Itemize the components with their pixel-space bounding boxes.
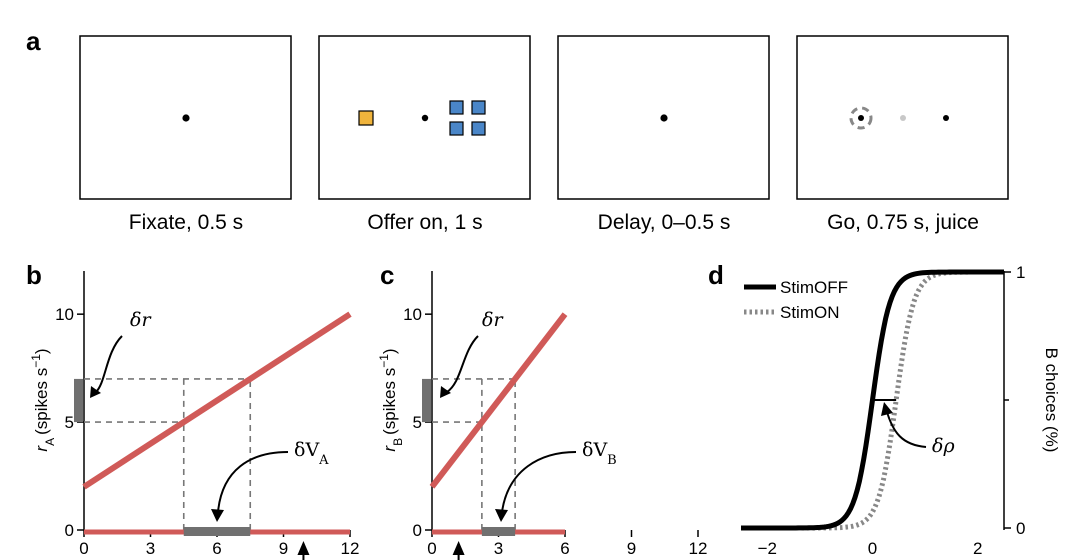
panel-b-up-arrow (297, 541, 310, 560)
b-y-tick-label: 0 (65, 521, 74, 540)
panel-b-delta-r-arrow (95, 335, 123, 393)
panel-c-delta-r-label: δr (482, 309, 504, 331)
c-up-arrow-head (452, 541, 465, 555)
panel-c-delta-v-label: δVB (582, 439, 617, 468)
legend-label-stimoff: StimOFF (780, 278, 848, 297)
panel-b-value-bar (183, 527, 251, 536)
panel-d: d 01 −2 0 2 B choices (%) δρ StimOFF StimO… (708, 260, 1061, 558)
c-x-tick-label: 9 (627, 539, 636, 558)
panel-c-rate-bar (422, 378, 431, 423)
offer-b-square-3 (449, 121, 464, 136)
d-y-tick-label: 0 (1016, 519, 1025, 538)
frame-fixate-caption: Fixate, 0.5 s (129, 211, 243, 234)
panel-c-delta-v-arrowhead (495, 509, 508, 522)
panel-b-rate-bar (74, 378, 83, 423)
fixation-point (660, 114, 668, 122)
go-target-dot (858, 115, 864, 121)
c-x-tick-label: 3 (494, 539, 503, 558)
d-x-tick-label: 2 (973, 539, 982, 558)
panel-b: b 0 5 10 0 3 6 9 12 rA(spikes s−1) δr δVA (26, 260, 359, 560)
panel-b-tuning-line (82, 311, 352, 490)
panel-b-y-axis-label: rA(spikes s−1) (29, 348, 57, 451)
panel-c-y-axis-label: rB(spikes s−1) (377, 348, 405, 451)
b-y-tick-label: 10 (55, 305, 74, 324)
panel-d-y-axis-label: B choices (%) (1042, 348, 1061, 453)
panel-d-delta-rho-arrowhead (881, 402, 893, 416)
panel-c-label: c (380, 260, 394, 290)
panel-c: c 0 5 10 0 3 6 9 12 rB(spikes s−1) δr δVB (377, 260, 707, 560)
panel-b-delta-v-label: δVA (294, 439, 329, 468)
panel-d-delta-rho-label: δρ (932, 435, 955, 457)
panel-d-x-ticks: −2 0 2 (758, 539, 983, 558)
frame-delay-caption: Delay, 0–0.5 s (598, 211, 731, 234)
frame-offer-caption: Offer on, 1 s (367, 211, 482, 234)
b-x-tick-label: 0 (79, 539, 88, 558)
panel-b-delta-v-arrow (217, 451, 289, 513)
b-y-tick-label: 5 (65, 413, 74, 432)
offer-b-square-2 (471, 100, 486, 115)
panel-b-guides (84, 378, 252, 530)
panel-c-y-ticks: 0 5 10 (403, 305, 432, 540)
b-x-tick-label: 3 (146, 539, 155, 558)
fixation-point (421, 114, 429, 122)
panel-c-guides (432, 378, 516, 530)
panel-c-up-arrow (452, 541, 465, 560)
panel-c-tuning-line (429, 312, 568, 489)
frame-go: Go, 0.75 s, juice (796, 35, 1009, 234)
b-x-tick-label: 12 (341, 539, 360, 558)
d-y-tick-label: 1 (1016, 263, 1025, 282)
panel-b-x-ticks: 0 3 6 9 12 (79, 530, 359, 558)
go-target-ring (849, 106, 873, 130)
panel-b-label: b (26, 260, 42, 290)
panel-d-legend: StimOFF StimON (744, 278, 848, 322)
panel-c-delta-r-arrowhead (440, 386, 451, 398)
offer-a-square (358, 110, 374, 126)
b-up-arrow-head (297, 541, 310, 555)
panel-c-delta-r-arrow (446, 335, 479, 393)
frame-fixate: Fixate, 0.5 s (79, 35, 292, 234)
c-y-tick-label: 5 (413, 413, 422, 432)
faded-fixation-point (900, 115, 906, 121)
d-x-tick-label: −2 (758, 539, 777, 558)
offer-b-square-1 (449, 100, 464, 115)
c-x-tick-label: 6 (560, 539, 569, 558)
panel-c-value-bar (481, 527, 516, 536)
c-y-tick-label: 0 (413, 521, 422, 540)
c-x-tick-label: 0 (427, 539, 436, 558)
panel-b-delta-v-arrowhead (211, 509, 224, 522)
panel-b-delta-r-label: δr (130, 309, 152, 331)
fixation-point (182, 114, 190, 122)
panel-b-y-ticks: 0 5 10 (55, 305, 84, 540)
c-y-tick-label: 10 (403, 305, 422, 324)
other-target-dot (943, 115, 949, 121)
b-x-tick-label: 9 (279, 539, 288, 558)
panel-d-label: d (708, 260, 724, 290)
d-x-tick-label: 0 (868, 539, 877, 558)
panel-c-delta-v-arrow (501, 451, 577, 513)
c-x-tick-label: 12 (689, 539, 708, 558)
frame-delay: Delay, 0–0.5 s (557, 35, 770, 234)
frame-go-caption: Go, 0.75 s, juice (827, 211, 979, 234)
panel-d-delta-rho-arrow (886, 411, 927, 448)
b-x-tick-label: 6 (212, 539, 221, 558)
panel-b-delta-r-arrowhead (90, 386, 101, 398)
legend-label-stimon: StimON (780, 303, 840, 322)
panel-a-label: a (26, 26, 41, 56)
panel-d-y-ticks: 01 (1004, 263, 1025, 538)
frame-offer: Offer on, 1 s (318, 35, 531, 234)
offer-b-square-4 (471, 121, 486, 136)
